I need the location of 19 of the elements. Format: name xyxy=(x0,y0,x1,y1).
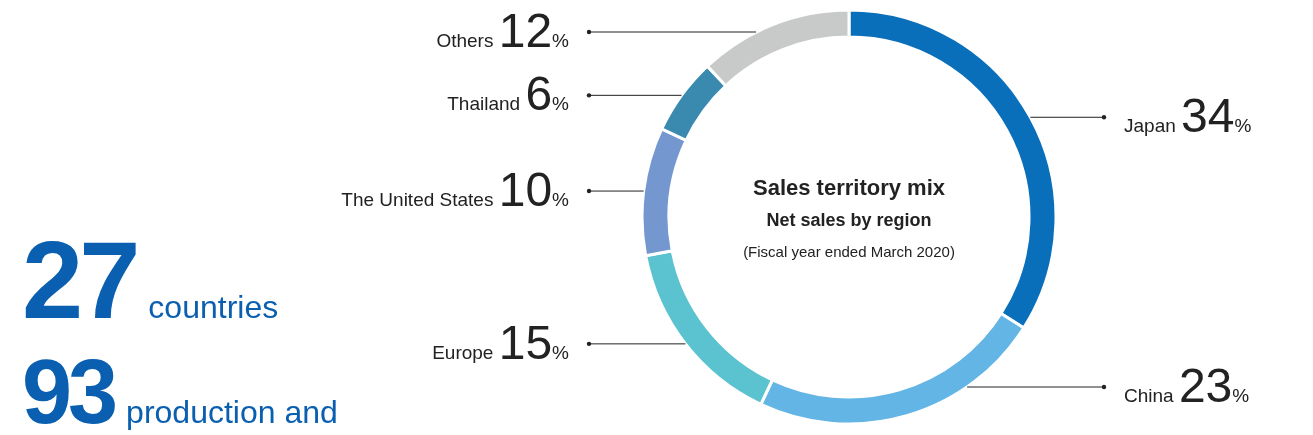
data-label: 10% xyxy=(498,163,570,217)
slice-label: Europe xyxy=(432,341,499,363)
text: 93 xyxy=(22,342,116,435)
text: countries xyxy=(148,289,279,325)
text: 27 xyxy=(22,218,137,341)
data-label: 6% xyxy=(525,67,570,121)
data-label: 34% xyxy=(1181,89,1252,143)
text: (Fiscal year ended March 2020) xyxy=(743,243,955,260)
data-label: 15% xyxy=(498,315,570,369)
slice-label: The United States xyxy=(341,189,499,211)
data-label: 23% xyxy=(1178,359,1250,412)
data-label: 12% xyxy=(498,4,570,57)
text: Sales territory mix xyxy=(753,175,946,200)
text: Net sales by region xyxy=(766,210,932,230)
slice-label: Others xyxy=(436,30,499,51)
slice-label: Japan xyxy=(1124,115,1182,137)
text: production and xyxy=(126,394,338,430)
slice-label: China xyxy=(1124,385,1179,406)
slice-label: Thailand xyxy=(447,93,526,115)
